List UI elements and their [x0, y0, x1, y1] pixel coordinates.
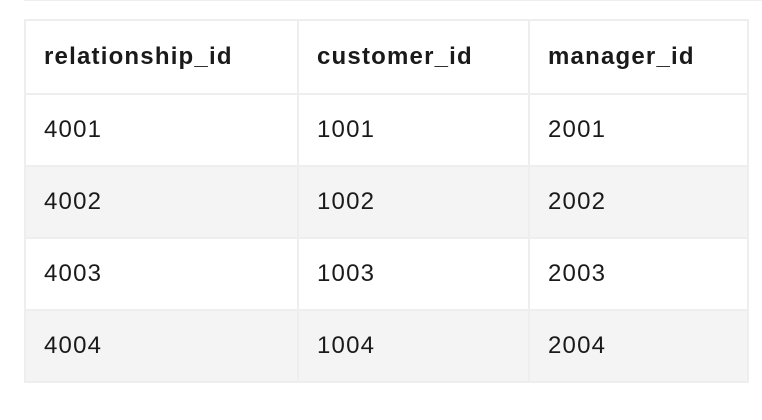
column-header-customer-id: customer_id	[297, 19, 530, 95]
table-row: 4001 1001 2001	[24, 93, 749, 167]
cell: 2003	[528, 237, 749, 311]
cell: 4004	[24, 309, 299, 383]
cell: 2001	[528, 93, 749, 167]
cell: 1004	[297, 309, 530, 383]
header-row: relationship_id customer_id manager_id	[24, 19, 749, 95]
cell: 1001	[297, 93, 530, 167]
cell: 1003	[297, 237, 530, 311]
table-row: 4003 1003 2003	[24, 237, 749, 311]
cell: 4003	[24, 237, 299, 311]
table-row: 4002 1002 2002	[24, 165, 749, 239]
column-header-relationship-id: relationship_id	[24, 19, 299, 95]
cell: 1002	[297, 165, 530, 239]
column-header-manager-id: manager_id	[528, 19, 749, 95]
data-table: relationship_id customer_id manager_id 4…	[24, 19, 749, 383]
divider	[24, 0, 762, 1]
cell: 2004	[528, 309, 749, 383]
cell: 4002	[24, 165, 299, 239]
cell: 2002	[528, 165, 749, 239]
table-row: 4004 1004 2004	[24, 309, 749, 383]
cell: 4001	[24, 93, 299, 167]
